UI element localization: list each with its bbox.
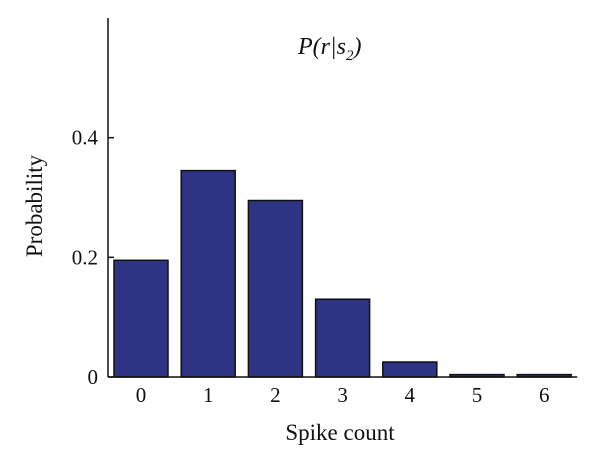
chart-title-prefix: P(r|s (297, 34, 346, 60)
x-axis-title: Spike count (285, 420, 395, 445)
chart-title-subscript: 2 (346, 48, 354, 64)
y-tick-label-0.4: 0.4 (72, 126, 99, 150)
chart-title-suffix: ) (351, 34, 361, 60)
x-tick-label-2: 2 (270, 383, 281, 407)
chart-title: P(r|s2) (297, 34, 361, 64)
x-tick-label-6: 6 (539, 383, 550, 407)
x-tick-label-5: 5 (472, 383, 483, 407)
bar-0 (113, 259, 169, 378)
y-axis-title: Probability (22, 154, 47, 257)
y-tick-label-0: 0 (88, 365, 99, 389)
bar-3 (314, 298, 371, 378)
bar-4 (382, 361, 438, 378)
bars-group (113, 169, 572, 378)
x-tick-label-1: 1 (203, 383, 214, 407)
y-ticks-group: 0 0.2 0.4 (72, 126, 114, 389)
x-tick-label-0: 0 (136, 383, 147, 407)
y-tick-label-0.2: 0.2 (72, 245, 98, 269)
bar-1 (180, 169, 236, 378)
x-tick-label-3: 3 (337, 383, 348, 407)
x-tick-label-4: 4 (405, 383, 416, 407)
x-ticks-group: 0 1 2 3 4 5 6 (136, 383, 550, 407)
bar-2 (247, 199, 304, 378)
